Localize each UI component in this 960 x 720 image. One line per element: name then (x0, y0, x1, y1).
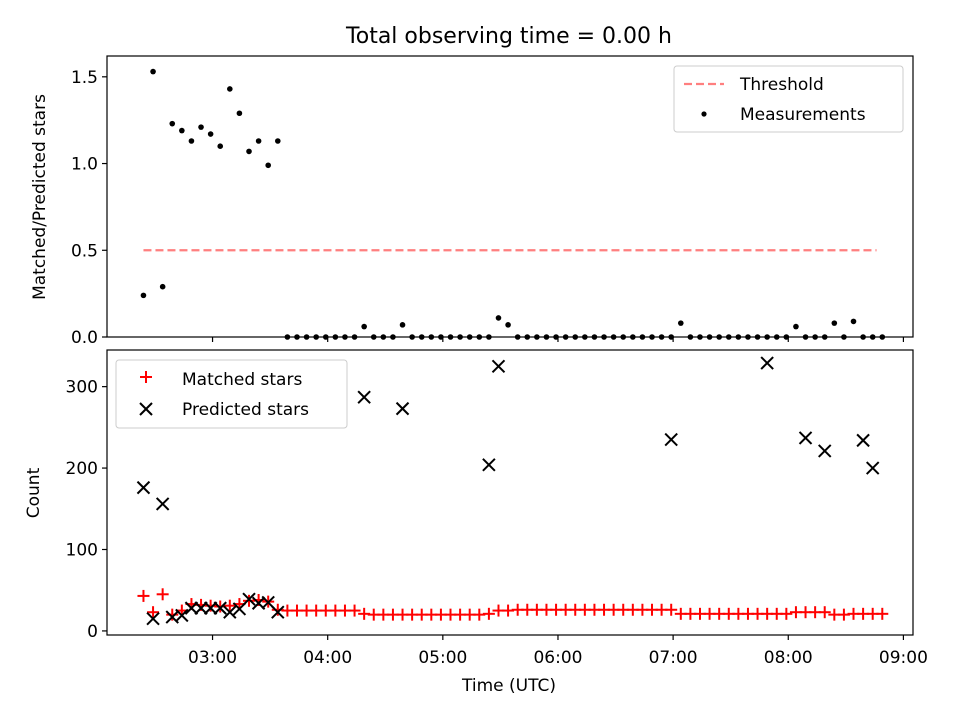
matched-star-point (665, 603, 678, 616)
predicted-star-point (357, 390, 371, 404)
bottom-panel-x-ticks: 03:00 04:00 05:00 06:00 07:00 08:00 09:00 (188, 635, 928, 668)
bottom-y-tick-label: 300 (66, 378, 98, 398)
x-axis-label: Time (UTC) (461, 676, 556, 696)
predicted-star-point (223, 605, 237, 619)
bottom-panel-ylabel: Count (24, 467, 44, 518)
top-panel: 0.0 0.5 1.0 1.5 Matched/Predicted stars Thr… (30, 55, 914, 348)
predicted-star-point (818, 444, 832, 458)
matched-star-point (166, 608, 179, 621)
measurement-point (399, 322, 406, 328)
measurement-point (198, 124, 204, 130)
predicted-star-point (760, 356, 774, 370)
predicted-star-point (856, 433, 870, 448)
legend-predicted-swatch (139, 402, 153, 416)
matched-star-point (137, 589, 150, 602)
measurement-point (246, 148, 252, 155)
measurement-point (159, 283, 166, 290)
measurement-point (227, 86, 233, 92)
measurement-point (217, 143, 224, 149)
predicted-star-point (865, 461, 880, 475)
measurement-point (179, 127, 185, 134)
matched-star-point (223, 599, 236, 612)
x-tick-label: 04:00 (303, 648, 352, 668)
bottom-legend-box (115, 359, 348, 429)
x-tick-label: 03:00 (188, 648, 237, 668)
matched-star-point (482, 607, 495, 620)
x-tick-label: 08:00 (764, 648, 813, 668)
predicted-star-point (203, 601, 218, 615)
predicted-star-point (175, 608, 189, 623)
measurement-point (793, 323, 799, 330)
measurement-point (495, 315, 502, 321)
measurement-point (505, 322, 511, 328)
measurement-point (831, 320, 838, 326)
predicted-star-point (136, 480, 151, 495)
predicted-star-point (798, 431, 813, 445)
bottom-panel-marks (136, 356, 889, 626)
matched-star-point (348, 604, 361, 617)
x-tick-label: 09:00 (879, 648, 928, 668)
matched-star-point (818, 606, 831, 619)
matched-star-point (147, 606, 160, 619)
measurement-point (677, 320, 684, 326)
bottom-panel: 0 100 200 300 03:00 04:00 05:00 06:00 07:00 08:0… (24, 349, 928, 696)
bottom-panel-frame (106, 349, 914, 636)
legend-measurements-swatch (701, 111, 707, 117)
x-tick-label: 07:00 (649, 648, 698, 668)
predicted-star-point (213, 601, 227, 615)
legend-matched-label: Matched stars (182, 370, 302, 390)
matched-star-point (780, 607, 793, 620)
measurement-point (169, 120, 176, 127)
measurement-point (850, 318, 857, 325)
predicted-star-point (184, 601, 199, 615)
bottom-y-tick-label: 200 (66, 459, 98, 479)
predicted-star-point (664, 432, 678, 447)
chart-title: Total observing time = 0.00 h (345, 24, 672, 49)
predicted-star-point (482, 458, 496, 472)
bottom-y-tick-label: 100 (66, 541, 98, 561)
predicted-star-point (271, 605, 285, 619)
measurement-point (255, 138, 262, 144)
predicted-star-point (395, 401, 410, 416)
measurement-point (150, 68, 156, 75)
measurement-point (207, 131, 214, 137)
matched-star-point (876, 607, 889, 620)
top-panel-frame (106, 55, 914, 338)
bottom-y-tick-label: 0 (87, 622, 98, 642)
measurement-point (188, 138, 195, 144)
legend-measurements-label: Measurements (740, 105, 866, 125)
top-legend: Threshold Measurements (673, 65, 904, 133)
predicted-star-point (146, 612, 160, 626)
bottom-legend: Matched stars Predicted stars (115, 359, 348, 429)
measurement-point (265, 162, 272, 169)
top-y-tick-label: 1.5 (71, 68, 98, 88)
top-legend-box (673, 65, 904, 133)
predicted-star-point (491, 359, 506, 373)
measurement-point (236, 110, 243, 117)
top-panel-ylabel: Matched/Predicted stars (30, 94, 50, 300)
predicted-star-point (242, 592, 256, 606)
top-y-tick-label: 0.5 (71, 241, 98, 261)
top-panel-x-ticks (211, 337, 905, 342)
bottom-panel-y-ticks: 0 100 200 300 (66, 378, 107, 642)
top-y-tick-label: 1.0 (71, 155, 98, 175)
x-tick-label: 05:00 (418, 648, 467, 668)
predicted-star-point (155, 497, 170, 511)
top-panel-y-ticks: 0.0 0.5 1.0 1.5 (71, 68, 107, 348)
matched-star-point (156, 588, 169, 601)
legend-matched-swatch (140, 371, 152, 383)
x-tick-label: 06:00 (533, 648, 582, 668)
legend-threshold-label: Threshold (739, 75, 824, 95)
measurement-point (361, 323, 367, 330)
predicted-star-point (194, 601, 208, 615)
measurement-point (274, 138, 281, 144)
legend-predicted-label: Predicted stars (182, 400, 309, 420)
measurement-point (140, 292, 147, 299)
top-y-tick-label: 0.0 (71, 328, 98, 348)
